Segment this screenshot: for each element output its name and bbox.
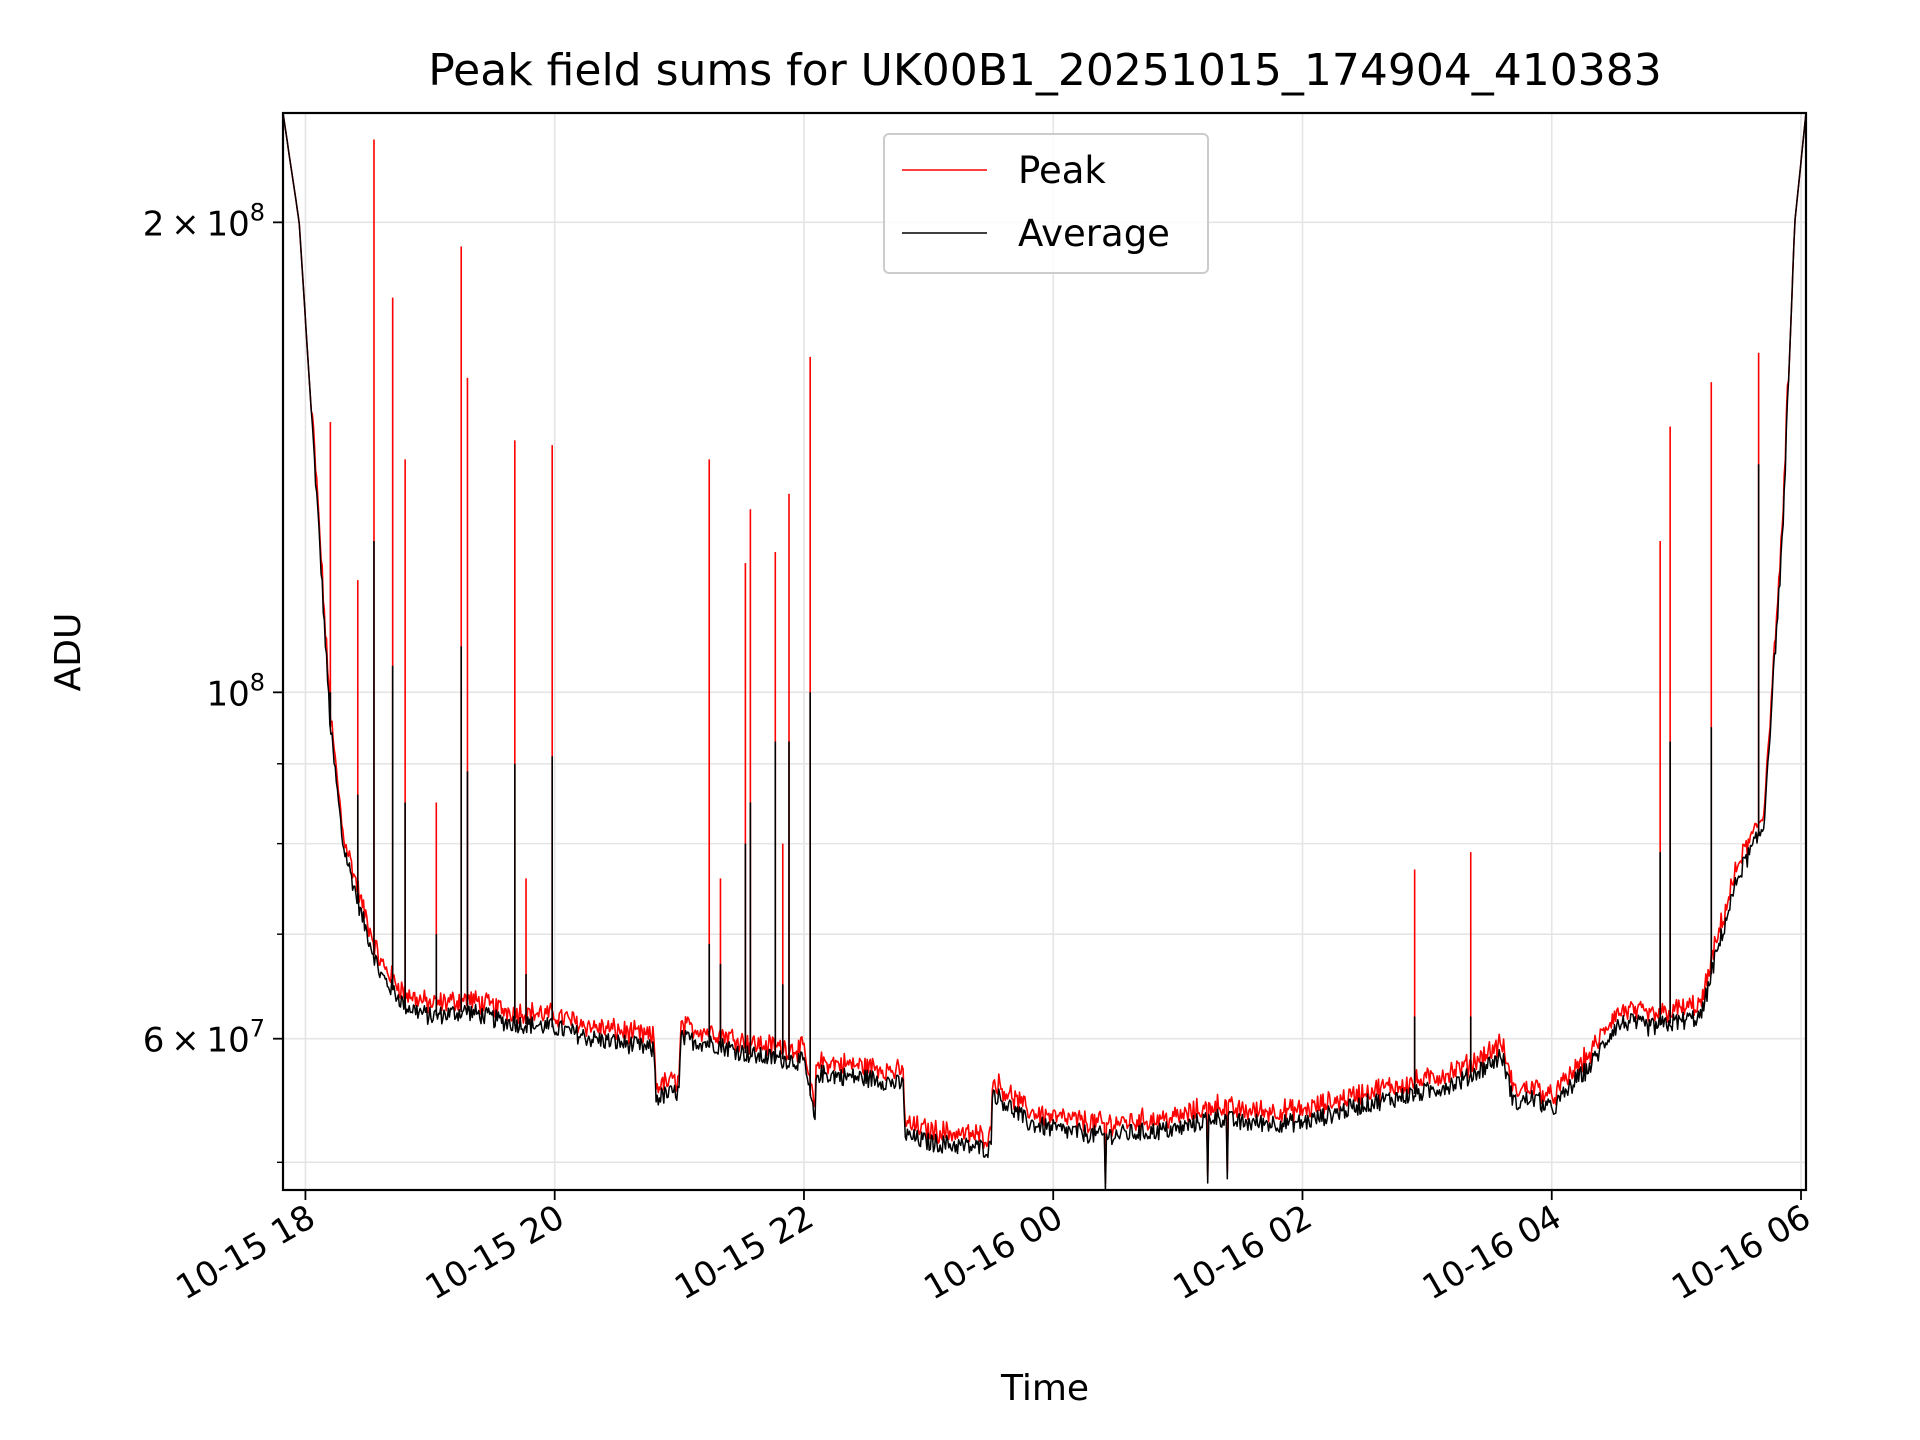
y-tick-exponent: 8 [250, 668, 265, 696]
y-tick-label: 108 [206, 668, 265, 714]
average-line [282, 112, 1807, 1191]
legend-label-average: Average [1018, 212, 1170, 255]
y-tick-base: 10 [206, 674, 249, 714]
plot-series-group [282, 112, 1807, 1191]
legend: Peak Average [883, 133, 1209, 274]
y-tick-exponent: 7 [250, 1015, 265, 1043]
y-tick-exponent: 8 [250, 198, 265, 226]
y-tick-base: 2 × 10 [143, 204, 250, 244]
y-tick-label: 6 × 107 [143, 1015, 265, 1061]
legend-label-peak: Peak [1018, 149, 1106, 192]
y-tick-base: 6 × 10 [143, 1021, 250, 1061]
chart-title: Peak field sums for UK00B1_20251015_1749… [428, 45, 1662, 96]
average-series [282, 112, 1807, 1191]
y-axis-label: ADU [48, 613, 89, 692]
plot-frame [281, 111, 1808, 1192]
legend-box [883, 133, 1209, 274]
x-axis-label: Time [1000, 1368, 1089, 1409]
y-tick-label: 2 × 108 [143, 198, 265, 244]
